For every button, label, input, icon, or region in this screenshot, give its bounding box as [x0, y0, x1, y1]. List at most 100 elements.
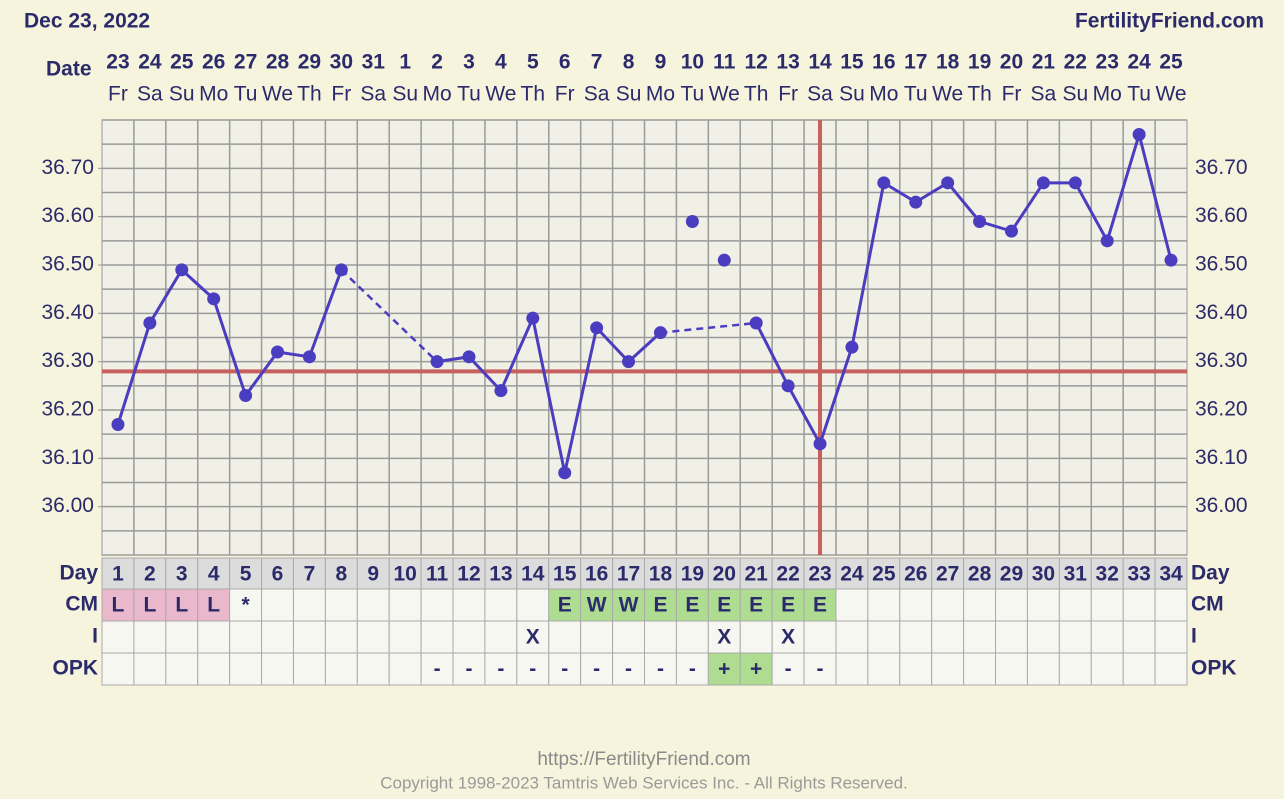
- opk-cell: -: [434, 658, 441, 681]
- weekday: Su: [392, 83, 418, 106]
- date-number: 2: [431, 51, 443, 74]
- cm-cell: L: [175, 594, 188, 617]
- temperature-bridge: [340, 268, 438, 363]
- opk-cell: -: [497, 658, 504, 681]
- opk-cell: -: [593, 658, 600, 681]
- table-cell: [324, 652, 358, 686]
- days-cell: 29: [1000, 563, 1023, 586]
- row-label-right: I: [1191, 625, 1197, 648]
- weekday: Sa: [807, 83, 833, 106]
- table-cell: [1154, 620, 1188, 654]
- opk-cell: -: [529, 658, 536, 681]
- days-cell: 33: [1127, 563, 1150, 586]
- temperature-point: [877, 176, 891, 190]
- table-cell: [580, 620, 614, 654]
- y-tick-label: 36.10: [41, 446, 94, 469]
- table-cell: [388, 557, 422, 591]
- days-cell: 34: [1159, 563, 1183, 586]
- footer-url: https://FertilityFriend.com: [537, 749, 750, 770]
- table-cell: [420, 652, 454, 686]
- row-label: OPK: [52, 657, 98, 680]
- weekday: Mo: [1093, 83, 1122, 106]
- table-cell: [516, 588, 550, 622]
- cm-cell: L: [112, 594, 125, 617]
- temperature-point: [1036, 176, 1050, 190]
- opk-cell: -: [657, 658, 664, 681]
- table-cell: [420, 557, 454, 591]
- table-cell: [1122, 620, 1156, 654]
- table-cell: [675, 588, 709, 622]
- temperature-point: [845, 340, 859, 354]
- date-number: 9: [655, 51, 667, 74]
- opk-cell: -: [689, 658, 696, 681]
- row-label: Day: [59, 562, 98, 585]
- cm-cell: W: [619, 594, 639, 617]
- weekday: Tu: [1127, 83, 1151, 106]
- date-number: 22: [1064, 51, 1087, 74]
- temperature-point: [430, 355, 444, 369]
- cm-cell: E: [558, 594, 572, 617]
- weekday: Th: [967, 83, 992, 106]
- days-cell: 30: [1032, 563, 1055, 586]
- table-cell: [1122, 588, 1156, 622]
- table-cell: [420, 620, 454, 654]
- date-number: 5: [527, 51, 539, 74]
- table-cell: [931, 620, 965, 654]
- temperature-point: [143, 316, 157, 330]
- table-cell: [356, 557, 390, 591]
- date-number: 26: [202, 51, 225, 74]
- table-cell: [644, 588, 677, 622]
- discarded-point: [717, 253, 731, 267]
- table-cell: [963, 620, 997, 654]
- y-tick-label: 36.00: [41, 494, 94, 517]
- table-cell: [452, 620, 486, 654]
- weekday: Fr: [778, 83, 798, 106]
- days-cell: 23: [808, 563, 831, 586]
- weekday: Su: [169, 83, 195, 106]
- cm-cell: E: [653, 594, 667, 617]
- temperature-point: [590, 321, 604, 335]
- row-label: I: [92, 625, 98, 648]
- days-cell: 8: [335, 563, 347, 586]
- date-number: 25: [1159, 51, 1183, 74]
- table-cell: [1090, 652, 1124, 686]
- row-label-right: OPK: [1191, 657, 1237, 680]
- weekday: Sa: [137, 83, 163, 106]
- discarded-point: [685, 215, 699, 228]
- table-cell: [101, 557, 135, 591]
- y-tick-label-right: 36.00: [1195, 494, 1248, 517]
- table-cell: [931, 588, 965, 622]
- table-cell: [612, 652, 646, 686]
- table-cell: [931, 652, 965, 686]
- table-cell: [707, 588, 741, 622]
- days-cell: 3: [176, 563, 188, 586]
- date-number: 29: [298, 51, 321, 74]
- table-cell: [324, 588, 358, 622]
- date-number: 30: [330, 51, 353, 74]
- date-number: 18: [936, 51, 960, 74]
- weekday: Sa: [1031, 83, 1057, 106]
- temperature-point: [973, 215, 987, 228]
- weekday: Fr: [331, 83, 351, 106]
- date-number: 8: [623, 51, 635, 74]
- temperature-point: [175, 263, 189, 277]
- days-cell: 12: [457, 563, 480, 586]
- y-tick-label-right: 36.10: [1195, 446, 1248, 469]
- days-cell: 27: [936, 563, 959, 586]
- weekday: Th: [744, 83, 769, 106]
- weekday: Mo: [646, 83, 675, 106]
- cm-cell: E: [685, 594, 699, 617]
- temperature-point: [526, 311, 540, 325]
- table-cell: [101, 588, 135, 622]
- temperature-point: [494, 384, 508, 398]
- date-number: 10: [681, 51, 704, 74]
- weekday: Sa: [584, 83, 610, 106]
- days-cell: 16: [585, 563, 608, 586]
- date-number: 28: [266, 51, 290, 74]
- opk-cell: -: [561, 658, 568, 681]
- table-cell: [580, 557, 614, 591]
- table-cell: [484, 588, 518, 622]
- date-number: 13: [776, 51, 799, 74]
- table-cell: [229, 652, 263, 686]
- table-cell: [675, 620, 709, 654]
